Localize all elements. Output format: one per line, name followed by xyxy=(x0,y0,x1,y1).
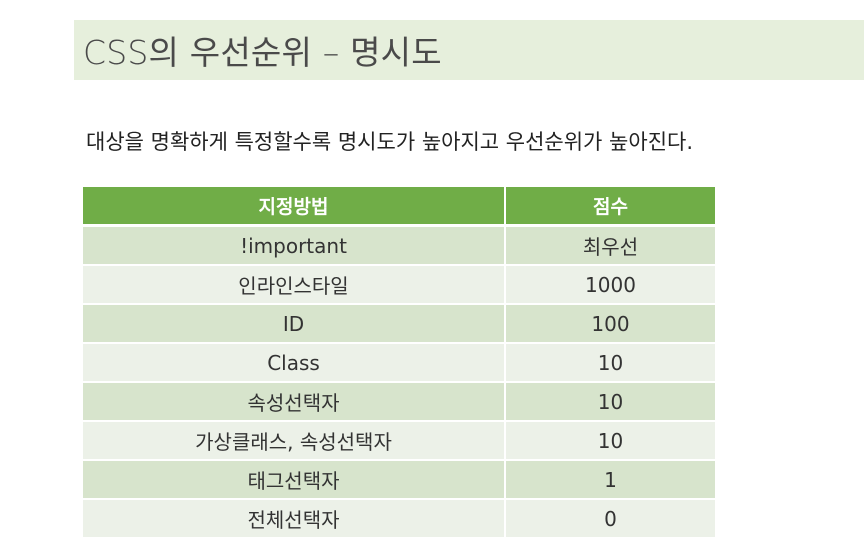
method-cell: 인라인스타일 xyxy=(83,265,506,305)
score-cell: 100 xyxy=(505,304,715,344)
method-cell: ID xyxy=(83,304,506,344)
score-cell: 1000 xyxy=(505,265,715,305)
score-cell: 최우선 xyxy=(505,225,715,266)
title-banner: CSS의 우선순위 – 명시도 xyxy=(74,20,864,80)
description-text: 대상을 명확하게 특정할수록 명시도가 높아지고 우선순위가 높아진다. xyxy=(86,130,694,154)
score-cell: 1 xyxy=(505,460,715,500)
page-title: CSS의 우선순위 – 명시도 xyxy=(83,33,442,72)
table-row: 태그선택자 1 xyxy=(83,460,715,500)
method-cell: 전체선택자 xyxy=(83,499,506,539)
table-row: !important 최우선 xyxy=(83,225,715,266)
method-cell: 태그선택자 xyxy=(83,460,506,500)
table-row: 속성선택자 10 xyxy=(83,382,715,422)
score-cell: 10 xyxy=(505,421,715,461)
table-row: 인라인스타일 1000 xyxy=(83,265,715,305)
header-score: 점수 xyxy=(505,187,715,227)
header-method: 지정방법 xyxy=(83,187,506,227)
method-cell: Class xyxy=(83,343,506,383)
score-cell: 0 xyxy=(505,499,715,539)
method-cell: 가상클래스, 속성선택자 xyxy=(83,421,506,461)
table-row: 가상클래스, 속성선택자 10 xyxy=(83,421,715,461)
table-row: 전체선택자 0 xyxy=(83,499,715,539)
table-row: ID 100 xyxy=(83,304,715,344)
method-cell: !important xyxy=(83,225,506,266)
method-cell: 속성선택자 xyxy=(83,382,506,422)
score-cell: 10 xyxy=(505,343,715,383)
table-header-row: 지정방법 점수 xyxy=(83,187,715,227)
table-row: Class 10 xyxy=(83,343,715,383)
score-cell: 10 xyxy=(505,382,715,422)
specificity-table: 지정방법 점수 !important 최우선 인라인스타일 1000 ID 10… xyxy=(83,187,715,539)
